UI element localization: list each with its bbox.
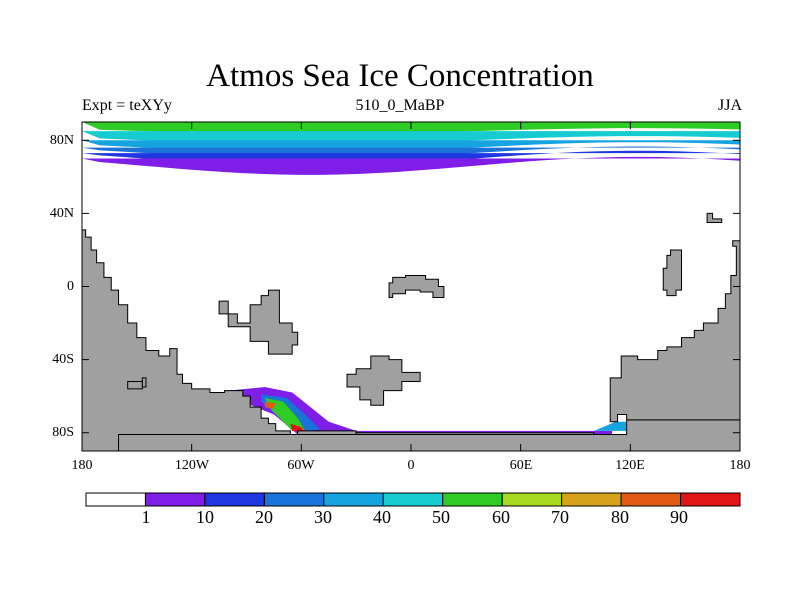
antarctic-ice-contour: [264, 397, 305, 431]
lat-tick-80n: 80N: [49, 133, 74, 148]
land-layer: [81, 212, 741, 452]
lon-tick-0: 0: [407, 458, 415, 473]
antarctic-ice-contour: [264, 401, 276, 409]
colorbar-label-40: 40: [373, 507, 391, 527]
lon-tick-120w: 120W: [174, 458, 210, 473]
arctic-ice-band: [82, 156, 740, 175]
land-mass: [81, 229, 291, 452]
colorbar-swatch: [501, 492, 563, 507]
season-label: JJA: [717, 97, 742, 114]
lat-tick-0: 0: [67, 279, 74, 294]
colorbar-label-10: 10: [196, 507, 214, 527]
colorbar-swatch: [680, 492, 741, 507]
lat-tick-80s: 80S: [52, 425, 74, 440]
lat-tick-40n: 40N: [49, 206, 74, 221]
colorbar-label-80: 80: [611, 507, 629, 527]
land-mass: [706, 212, 723, 224]
colorbar-label-1: 1: [141, 507, 151, 527]
colorbar-swatch: [204, 492, 265, 507]
colorbar-label-70: 70: [551, 507, 569, 527]
lon-tick-60w: 60W: [287, 458, 315, 473]
colorbar-swatch: [561, 492, 622, 507]
colorbar-swatch: [620, 492, 682, 507]
land-mass: [127, 381, 143, 390]
colorbar-swatch: [144, 492, 206, 507]
colorbar-swatch: [263, 492, 325, 507]
colorbar-label-50: 50: [432, 507, 450, 527]
land-mass: [388, 275, 445, 298]
colorbar-swatch: [85, 492, 146, 507]
colorbar-swatch: [323, 492, 384, 507]
antarctic-ice-patch: [593, 421, 627, 431]
colorbar-label-90: 90: [670, 507, 688, 527]
colorbar-label-30: 30: [314, 507, 332, 527]
lon-tick-60e: 60E: [509, 458, 533, 473]
axis-tick-marks: [81, 122, 741, 451]
sea-ice-layer: [82, 122, 740, 439]
colorbar-label-60: 60: [492, 507, 510, 527]
lon-tick-180e: 180: [729, 458, 751, 473]
land-mass: [662, 249, 683, 297]
land-mass: [346, 355, 421, 406]
lon-tick-120e: 120E: [615, 458, 645, 473]
lon-tick-180w: 180: [71, 458, 93, 473]
land-mass: [218, 289, 299, 355]
map-title: Atmos Sea Ice Concentration: [206, 58, 594, 94]
period-label: 510_0_MaBP: [355, 97, 445, 114]
experiment-label: Expt = teXYy: [82, 97, 172, 114]
colorbar-swatch: [442, 492, 503, 507]
colorbar-label-20: 20: [255, 507, 273, 527]
colorbar-swatch: [382, 492, 444, 507]
lat-tick-40s: 40S: [52, 352, 74, 367]
